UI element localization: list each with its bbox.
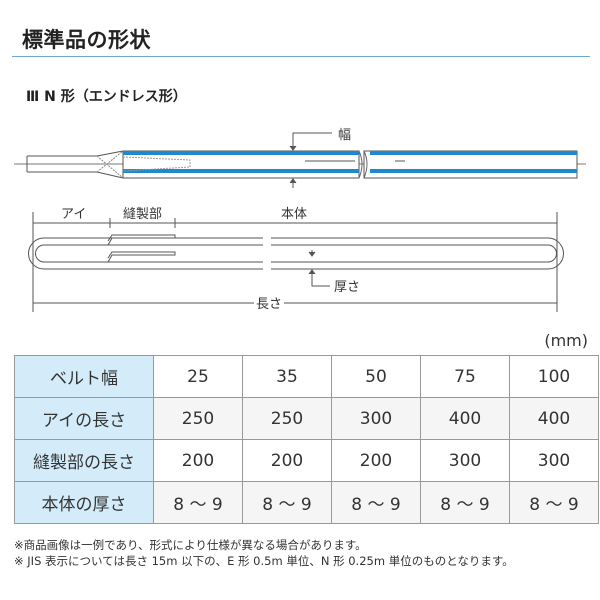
belt-side-view: アイ 縫製部 本体 厚さ 長さ <box>28 207 564 312</box>
cell: 8 ～ 9 <box>331 481 421 524</box>
note: ※ JIS 表示については長さ 15m 以下の、E 形 0.5m 単位、N 形 … <box>14 554 514 568</box>
cell: 400 <box>509 397 599 440</box>
row-header: 本体の厚さ <box>14 481 154 524</box>
cell: 8 ～ 9 <box>153 481 243 524</box>
cell: 250 <box>153 397 243 440</box>
cell: 250 <box>242 397 332 440</box>
table-row: ベルト幅 25 35 50 75 100 <box>14 355 599 398</box>
title-divider <box>12 56 590 57</box>
cell: 400 <box>420 397 510 440</box>
table-row: アイの長さ 250 250 300 400 400 <box>14 397 599 440</box>
cell: 50 <box>331 355 421 398</box>
length-label: 長さ <box>256 297 282 312</box>
cell: 35 <box>242 355 332 398</box>
cell: 8 ～ 9 <box>509 481 599 524</box>
cell: 200 <box>331 439 421 482</box>
section-title: Ⅲ N 形（エンドレス形） <box>26 89 187 105</box>
spec-table: ベルト幅 25 35 50 75 100 アイの長さ 250 250 300 400 400 縫製部… <box>14 355 599 524</box>
note: ※商品画像は一例であり、形式により仕様が異なる場合があります。 <box>14 538 367 552</box>
cell: 300 <box>509 439 599 482</box>
unit-label: (mm) <box>544 331 588 350</box>
cell: 300 <box>331 397 421 440</box>
cell: 200 <box>242 439 332 482</box>
cell: 8 ～ 9 <box>420 481 510 524</box>
row-header: アイの長さ <box>14 397 154 440</box>
cell: 100 <box>509 355 599 398</box>
row-header: ベルト幅 <box>14 355 154 398</box>
page-title: 標準品の形状 <box>22 28 151 52</box>
cell: 300 <box>420 439 510 482</box>
eye-label: アイ <box>61 207 86 222</box>
sewn-label: 縫製部 <box>123 207 162 222</box>
width-label: 幅 <box>338 128 351 143</box>
cell: 75 <box>420 355 510 398</box>
row-header: 縫製部の長さ <box>14 439 154 482</box>
thickness-label: 厚さ <box>334 280 360 295</box>
cell: 8 ～ 9 <box>242 481 332 524</box>
sling-diagram: 幅 アイ 縫製部 本体 厚さ 長さ <box>14 128 586 312</box>
footnotes: ※商品画像は一例であり、形式により仕様が異なる場合があります。 ※ JIS 表示… <box>14 537 514 569</box>
cell: 200 <box>153 439 243 482</box>
cell: 25 <box>153 355 243 398</box>
body-label: 本体 <box>281 207 307 222</box>
table-row: 縫製部の長さ 200 200 200 300 300 <box>14 439 599 482</box>
belt-top-view: 幅 <box>14 128 586 188</box>
